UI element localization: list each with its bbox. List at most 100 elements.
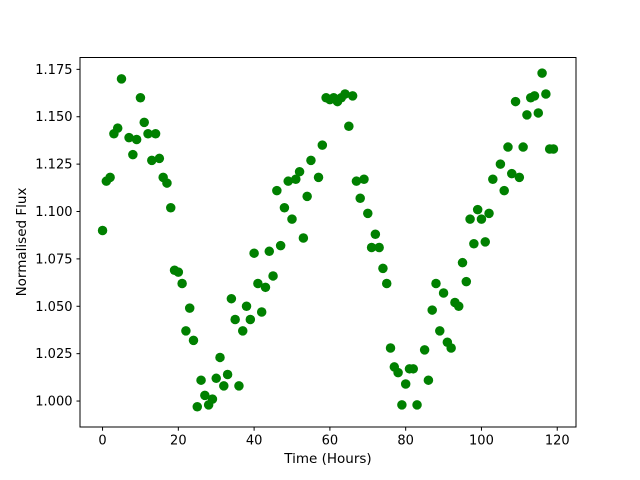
data-point — [355, 193, 365, 203]
y-tick-label: 1.050 — [35, 300, 72, 315]
data-point — [219, 381, 229, 391]
data-point — [166, 202, 176, 213]
data-point — [385, 343, 396, 353]
data-point — [378, 263, 388, 274]
plot-border — [79, 57, 577, 428]
data-point — [465, 214, 475, 224]
data-point — [143, 129, 153, 139]
y-tick-label: 1.150 — [35, 110, 72, 125]
data-point — [291, 174, 301, 185]
x-tick-label: 120 — [545, 434, 570, 449]
y-tick-label: 1.175 — [35, 63, 72, 78]
data-point — [495, 159, 506, 169]
data-point — [131, 134, 142, 145]
data-point — [518, 142, 528, 152]
data-point — [514, 172, 525, 183]
data-point — [154, 153, 165, 164]
data-point — [419, 345, 430, 355]
data-point — [446, 343, 456, 353]
data-point — [275, 240, 286, 251]
data-point — [366, 242, 377, 253]
data-point — [480, 237, 490, 247]
data-point — [124, 132, 134, 143]
data-point — [253, 278, 263, 289]
data-point — [317, 140, 328, 150]
data-point — [302, 191, 312, 202]
data-point — [529, 91, 540, 101]
data-point — [207, 394, 218, 404]
data-point — [264, 246, 275, 257]
data-point — [196, 375, 206, 385]
x-tick-label: 20 — [170, 434, 187, 449]
data-point — [112, 123, 123, 133]
data-point — [438, 288, 449, 298]
data-point — [249, 248, 259, 258]
data-point — [457, 257, 468, 268]
data-point — [408, 364, 419, 374]
data-point — [400, 379, 411, 389]
data-point — [147, 155, 157, 166]
data-point — [412, 400, 422, 410]
y-tick-label: 1.000 — [35, 395, 72, 410]
data-point — [370, 229, 381, 239]
data-point — [503, 142, 513, 152]
data-point — [537, 68, 547, 78]
data-point — [135, 93, 146, 103]
data-point — [423, 375, 434, 385]
data-point — [97, 225, 108, 236]
data-point — [374, 242, 384, 253]
data-point — [484, 208, 494, 219]
data-point — [499, 185, 509, 196]
data-point — [173, 267, 184, 277]
data-point — [397, 400, 407, 410]
data-point — [453, 301, 464, 312]
data-point — [230, 314, 240, 325]
data-point — [116, 74, 127, 84]
data-point — [427, 305, 437, 315]
data-point — [306, 155, 316, 166]
y-tick-label: 1.125 — [35, 158, 72, 173]
data-point — [548, 144, 559, 154]
data-point — [393, 367, 403, 378]
y-tick-label: 1.100 — [35, 205, 72, 220]
data-point — [435, 326, 445, 336]
data-point — [381, 278, 392, 289]
data-point — [256, 307, 267, 317]
data-point — [287, 214, 297, 224]
data-point — [279, 202, 290, 213]
data-point — [139, 117, 149, 128]
x-tick-label: 40 — [246, 434, 263, 449]
data-point — [469, 238, 479, 249]
data-point — [488, 174, 498, 185]
data-point — [192, 401, 203, 412]
data-point — [359, 174, 369, 185]
data-point — [533, 108, 544, 118]
data-point — [340, 89, 350, 99]
data-point — [522, 110, 532, 120]
data-point — [351, 176, 362, 186]
data-point — [298, 233, 309, 243]
data-point — [211, 373, 221, 384]
data-point — [431, 278, 441, 289]
data-point — [541, 89, 551, 99]
data-point — [510, 96, 521, 107]
data-point — [234, 381, 244, 391]
data-point — [313, 172, 324, 183]
data-point — [344, 121, 354, 131]
data-point — [215, 352, 225, 363]
x-tick-label: 0 — [98, 434, 106, 449]
data-point — [184, 303, 195, 313]
data-point — [226, 293, 237, 304]
data-point — [347, 91, 358, 101]
data-point — [200, 390, 210, 401]
data-point — [150, 129, 161, 139]
data-point — [241, 301, 252, 312]
data-point — [181, 326, 191, 336]
data-point — [268, 271, 278, 281]
data-point — [105, 172, 115, 183]
x-tick-label: 60 — [322, 434, 339, 449]
data-point — [222, 369, 233, 380]
data-point — [272, 185, 282, 196]
